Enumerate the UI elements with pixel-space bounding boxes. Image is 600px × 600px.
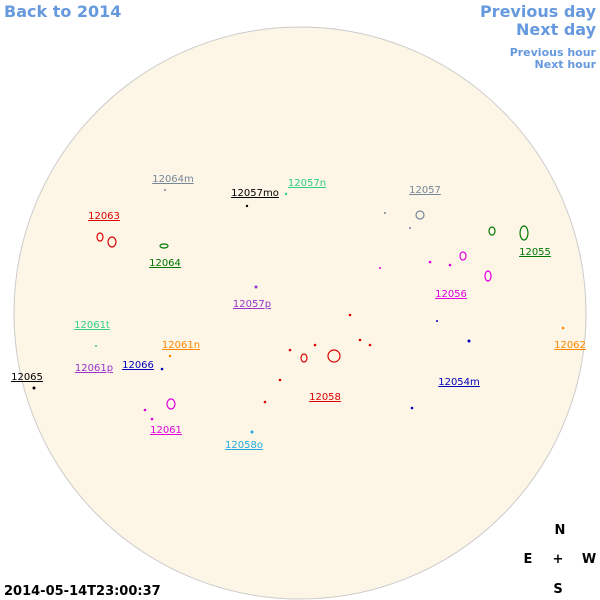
region-label: 12057 [409,185,441,196]
region-label: 12061p [75,363,113,374]
region-label: 12055 [519,247,551,258]
back-link[interactable]: Back to 2014 [4,2,121,21]
timestamp: 2014-05-14T23:00:37 [4,584,161,599]
previous-hour-link[interactable]: Previous hour [510,46,597,59]
next-day-link[interactable]: Next day [516,20,597,39]
region-label: 12057mo [231,188,279,199]
region-label: 12061n [162,340,200,351]
compass-center: + [553,552,564,567]
region-label: 12062 [554,340,586,351]
previous-day-link[interactable]: Previous day [480,2,597,21]
next-hour-link[interactable]: Next hour [535,58,597,71]
region-label: 12057n [288,178,326,189]
region-label: 12065 [11,372,43,383]
compass-north: N [555,523,566,538]
region-label: 12061t [74,320,110,331]
region-label: 12064m [152,174,194,185]
region-label: 12056 [435,289,467,300]
region-label: 12057p [233,299,271,310]
region-label: 12066 [122,360,154,371]
solar-disk [13,26,587,600]
compass-east: E [524,552,533,567]
region-label: 12063 [88,211,120,222]
region-label: 12054m [438,377,480,388]
region-label: 12061 [150,425,182,436]
region-label: 12058o [225,440,263,451]
compass-west: W [582,552,596,567]
compass-south: S [553,582,562,597]
spots [32,189,565,434]
region-label: 12064 [149,258,181,269]
region-label: 12058 [309,392,341,403]
